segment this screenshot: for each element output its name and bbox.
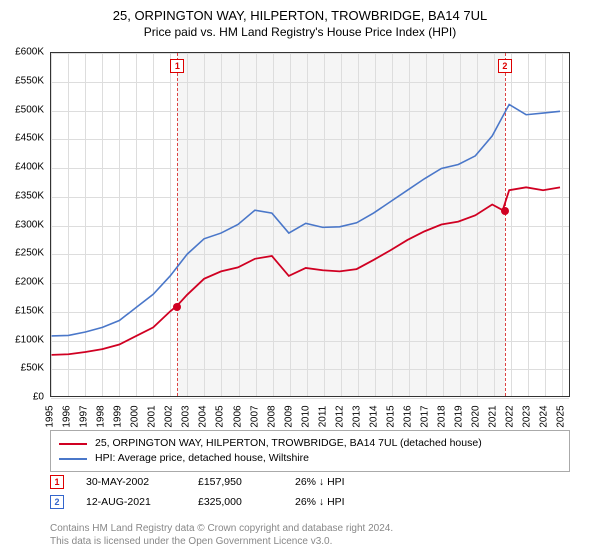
sale-number-box: 1 xyxy=(50,475,64,489)
sale-pct: 26% ↓ HPI xyxy=(295,476,395,488)
chart-title: 25, ORPINGTON WAY, HILPERTON, TROWBRIDGE… xyxy=(0,8,600,23)
footer-attribution: Contains HM Land Registry data © Crown c… xyxy=(50,522,393,548)
x-tick-label: 2013 xyxy=(351,405,362,427)
x-tick-label: 2006 xyxy=(232,405,243,427)
footer-line-1: Contains HM Land Registry data © Crown c… xyxy=(50,522,393,535)
y-tick-label: £0 xyxy=(33,392,44,403)
y-tick-label: £300K xyxy=(15,219,44,230)
x-tick-label: 2019 xyxy=(454,405,465,427)
x-tick-label: 2007 xyxy=(249,405,260,427)
x-tick-label: 1997 xyxy=(79,405,90,427)
chart-legend: 25, ORPINGTON WAY, HILPERTON, TROWBRIDGE… xyxy=(50,430,570,472)
x-tick-label: 1995 xyxy=(45,405,56,427)
x-tick-label: 2008 xyxy=(266,405,277,427)
y-tick-label: £450K xyxy=(15,133,44,144)
x-tick-label: 2018 xyxy=(437,405,448,427)
sale-price: £325,000 xyxy=(198,496,273,508)
x-tick-label: 2022 xyxy=(505,405,516,427)
x-tick-label: 2025 xyxy=(556,405,567,427)
x-tick-label: 2012 xyxy=(334,405,345,427)
legend-swatch xyxy=(59,458,87,460)
sale-pct: 26% ↓ HPI xyxy=(295,496,395,508)
sale-number-box: 2 xyxy=(50,495,64,509)
sale-marker-box: 2 xyxy=(498,59,512,73)
legend-row: 25, ORPINGTON WAY, HILPERTON, TROWBRIDGE… xyxy=(59,436,561,451)
x-tick-label: 2004 xyxy=(198,405,209,427)
x-tick-label: 2014 xyxy=(368,405,379,427)
sale-row: 1 30-MAY-2002 £157,950 26% ↓ HPI xyxy=(50,475,570,489)
x-tick-label: 2024 xyxy=(539,405,550,427)
y-axis: £0£50K£100K£150K£200K£250K£300K£350K£400… xyxy=(0,52,48,397)
y-tick-label: £200K xyxy=(15,277,44,288)
x-tick-label: 2009 xyxy=(283,405,294,427)
x-tick-label: 2005 xyxy=(215,405,226,427)
x-tick-label: 2020 xyxy=(471,405,482,427)
chart-subtitle: Price paid vs. HM Land Registry's House … xyxy=(0,25,600,39)
y-tick-label: £600K xyxy=(15,47,44,58)
chart-plot-area: 12 xyxy=(50,52,570,397)
x-tick-label: 2003 xyxy=(181,405,192,427)
sales-list: 1 30-MAY-2002 £157,950 26% ↓ HPI 2 12-AUG-202… xyxy=(50,475,570,515)
sale-row: 2 12-AUG-2021 £325,000 26% ↓ HPI xyxy=(50,495,570,509)
footer-line-2: This data is licensed under the Open Gov… xyxy=(50,535,393,548)
y-tick-label: £50K xyxy=(21,363,44,374)
x-tick-label: 2021 xyxy=(488,405,499,427)
sale-date: 30-MAY-2002 xyxy=(86,476,176,488)
sale-point xyxy=(173,303,181,311)
x-tick-label: 2017 xyxy=(420,405,431,427)
x-tick-label: 2015 xyxy=(385,405,396,427)
x-tick-label: 2001 xyxy=(147,405,158,427)
x-tick-label: 1999 xyxy=(113,405,124,427)
y-tick-label: £150K xyxy=(15,305,44,316)
legend-label: HPI: Average price, detached house, Wilt… xyxy=(95,451,309,466)
x-tick-label: 1996 xyxy=(62,405,73,427)
chart-title-block: 25, ORPINGTON WAY, HILPERTON, TROWBRIDGE… xyxy=(0,0,600,43)
x-tick-label: 2010 xyxy=(300,405,311,427)
y-tick-label: £500K xyxy=(15,104,44,115)
y-tick-label: £250K xyxy=(15,248,44,259)
legend-swatch xyxy=(59,443,87,445)
x-tick-label: 2002 xyxy=(164,405,175,427)
x-tick-label: 2016 xyxy=(403,405,414,427)
legend-row: HPI: Average price, detached house, Wilt… xyxy=(59,451,561,466)
legend-label: 25, ORPINGTON WAY, HILPERTON, TROWBRIDGE… xyxy=(95,436,482,451)
sale-price: £157,950 xyxy=(198,476,273,488)
x-tick-label: 2011 xyxy=(317,406,328,428)
x-tick-label: 2023 xyxy=(522,405,533,427)
y-tick-label: £400K xyxy=(15,162,44,173)
sale-marker-box: 1 xyxy=(170,59,184,73)
sale-date: 12-AUG-2021 xyxy=(86,496,176,508)
x-axis: 1995199619971998199920002001200220032004… xyxy=(50,397,570,427)
sale-point xyxy=(501,207,509,215)
x-tick-label: 1998 xyxy=(96,405,107,427)
y-tick-label: £550K xyxy=(15,75,44,86)
y-tick-label: £100K xyxy=(15,334,44,345)
chart-svg xyxy=(51,53,569,396)
x-tick-label: 2000 xyxy=(130,405,141,427)
y-tick-label: £350K xyxy=(15,190,44,201)
